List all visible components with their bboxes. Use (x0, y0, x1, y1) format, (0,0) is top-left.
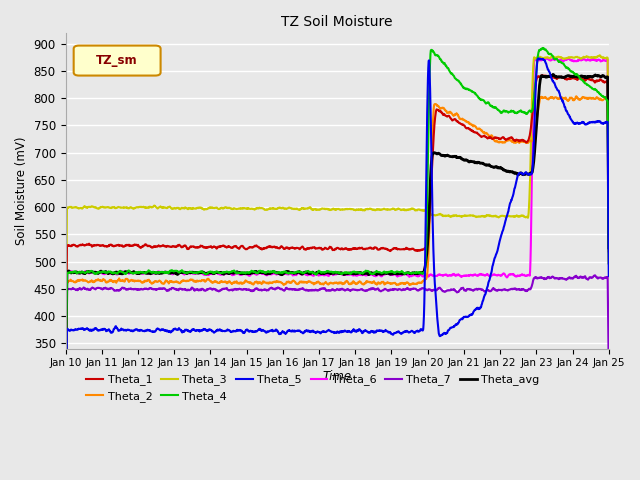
Title: TZ Soil Moisture: TZ Soil Moisture (282, 15, 393, 29)
Legend: Theta_1, Theta_2, Theta_3, Theta_4, Theta_5, Theta_6, Theta_7, Theta_avg: Theta_1, Theta_2, Theta_3, Theta_4, Thet… (82, 370, 544, 406)
FancyBboxPatch shape (74, 46, 161, 75)
Y-axis label: Soil Moisture (mV): Soil Moisture (mV) (15, 136, 28, 245)
Text: TZ_sm: TZ_sm (97, 54, 138, 67)
X-axis label: Time: Time (323, 370, 352, 383)
